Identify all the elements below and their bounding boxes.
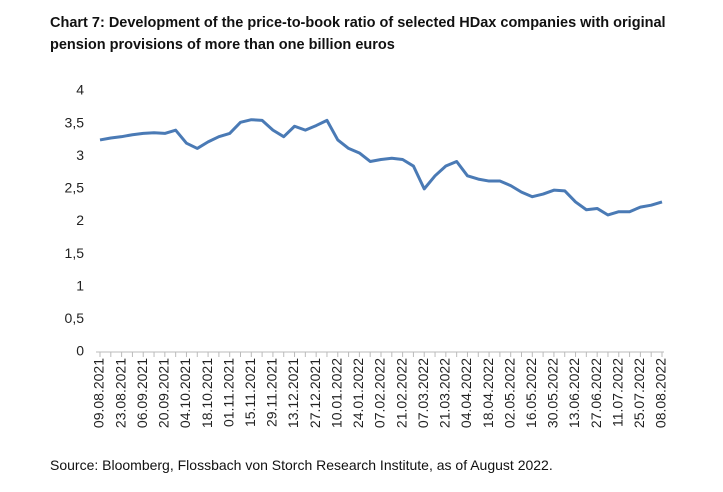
source-note: Source: Bloomberg, Flossbach von Storch … xyxy=(50,457,553,473)
y-tick-label: 3 xyxy=(76,147,84,163)
y-tick-label: 2,5 xyxy=(65,180,85,196)
x-tick-label: 27.12.2021 xyxy=(307,358,323,428)
y-tick-label: 0,5 xyxy=(65,310,85,326)
x-tick-label: 07.03.2022 xyxy=(415,358,431,428)
x-tick-label: 21.03.2022 xyxy=(437,358,453,428)
chart-title: Chart 7: Development of the price-to-boo… xyxy=(50,15,666,53)
x-tick-label: 23.08.2021 xyxy=(112,358,128,428)
x-tick-label: 01.11.2021 xyxy=(220,358,236,427)
x-tick-label: 13.12.2021 xyxy=(285,358,301,428)
x-tick-label: 04.04.2022 xyxy=(458,358,474,428)
x-tick-label: 29.11.2021 xyxy=(264,358,280,427)
x-tick-label: 04.10.2021 xyxy=(177,358,193,428)
y-tick-label: 1 xyxy=(76,277,84,293)
x-tick-label: 18.10.2021 xyxy=(199,358,215,428)
x-tick-label: 21.02.2022 xyxy=(393,358,409,428)
chart: 0 0,5 1 1,5 2 2,5 3 3,5 4 09.08.2021 23.08.2021 06.… xyxy=(65,82,669,428)
x-tick-label: 20.09.2021 xyxy=(156,358,172,428)
x-tick-label: 13.06.2022 xyxy=(566,358,582,428)
x-tick-label: 18.04.2022 xyxy=(480,358,496,428)
x-tick-label: 16.05.2022 xyxy=(523,358,539,428)
x-tick-label: 02.05.2022 xyxy=(501,358,517,428)
x-tick-label: 09.08.2021 xyxy=(91,358,107,428)
x-tick-label: 07.02.2022 xyxy=(372,358,388,428)
x-tick-label: 10.01.2022 xyxy=(328,358,344,428)
x-tick-label: 11.07.2022 xyxy=(609,358,625,427)
y-tick-label: 0 xyxy=(76,343,84,359)
y-tick-label: 1,5 xyxy=(65,245,85,261)
x-tick-label: 15.11.2021 xyxy=(242,358,258,427)
y-tick-label: 2 xyxy=(76,212,84,228)
x-tick-label: 24.01.2022 xyxy=(350,358,366,428)
x-tick-label: 30.05.2022 xyxy=(545,358,561,428)
x-tick-label: 27.06.2022 xyxy=(588,358,604,428)
x-tick-label: 06.09.2021 xyxy=(134,358,150,428)
y-tick-label: 4 xyxy=(76,82,84,98)
y-tick-label: 3,5 xyxy=(65,114,85,130)
data-line xyxy=(99,118,663,217)
x-tick-label: 25.07.2022 xyxy=(631,358,647,428)
x-tick-label: 08.08.2022 xyxy=(653,358,669,428)
